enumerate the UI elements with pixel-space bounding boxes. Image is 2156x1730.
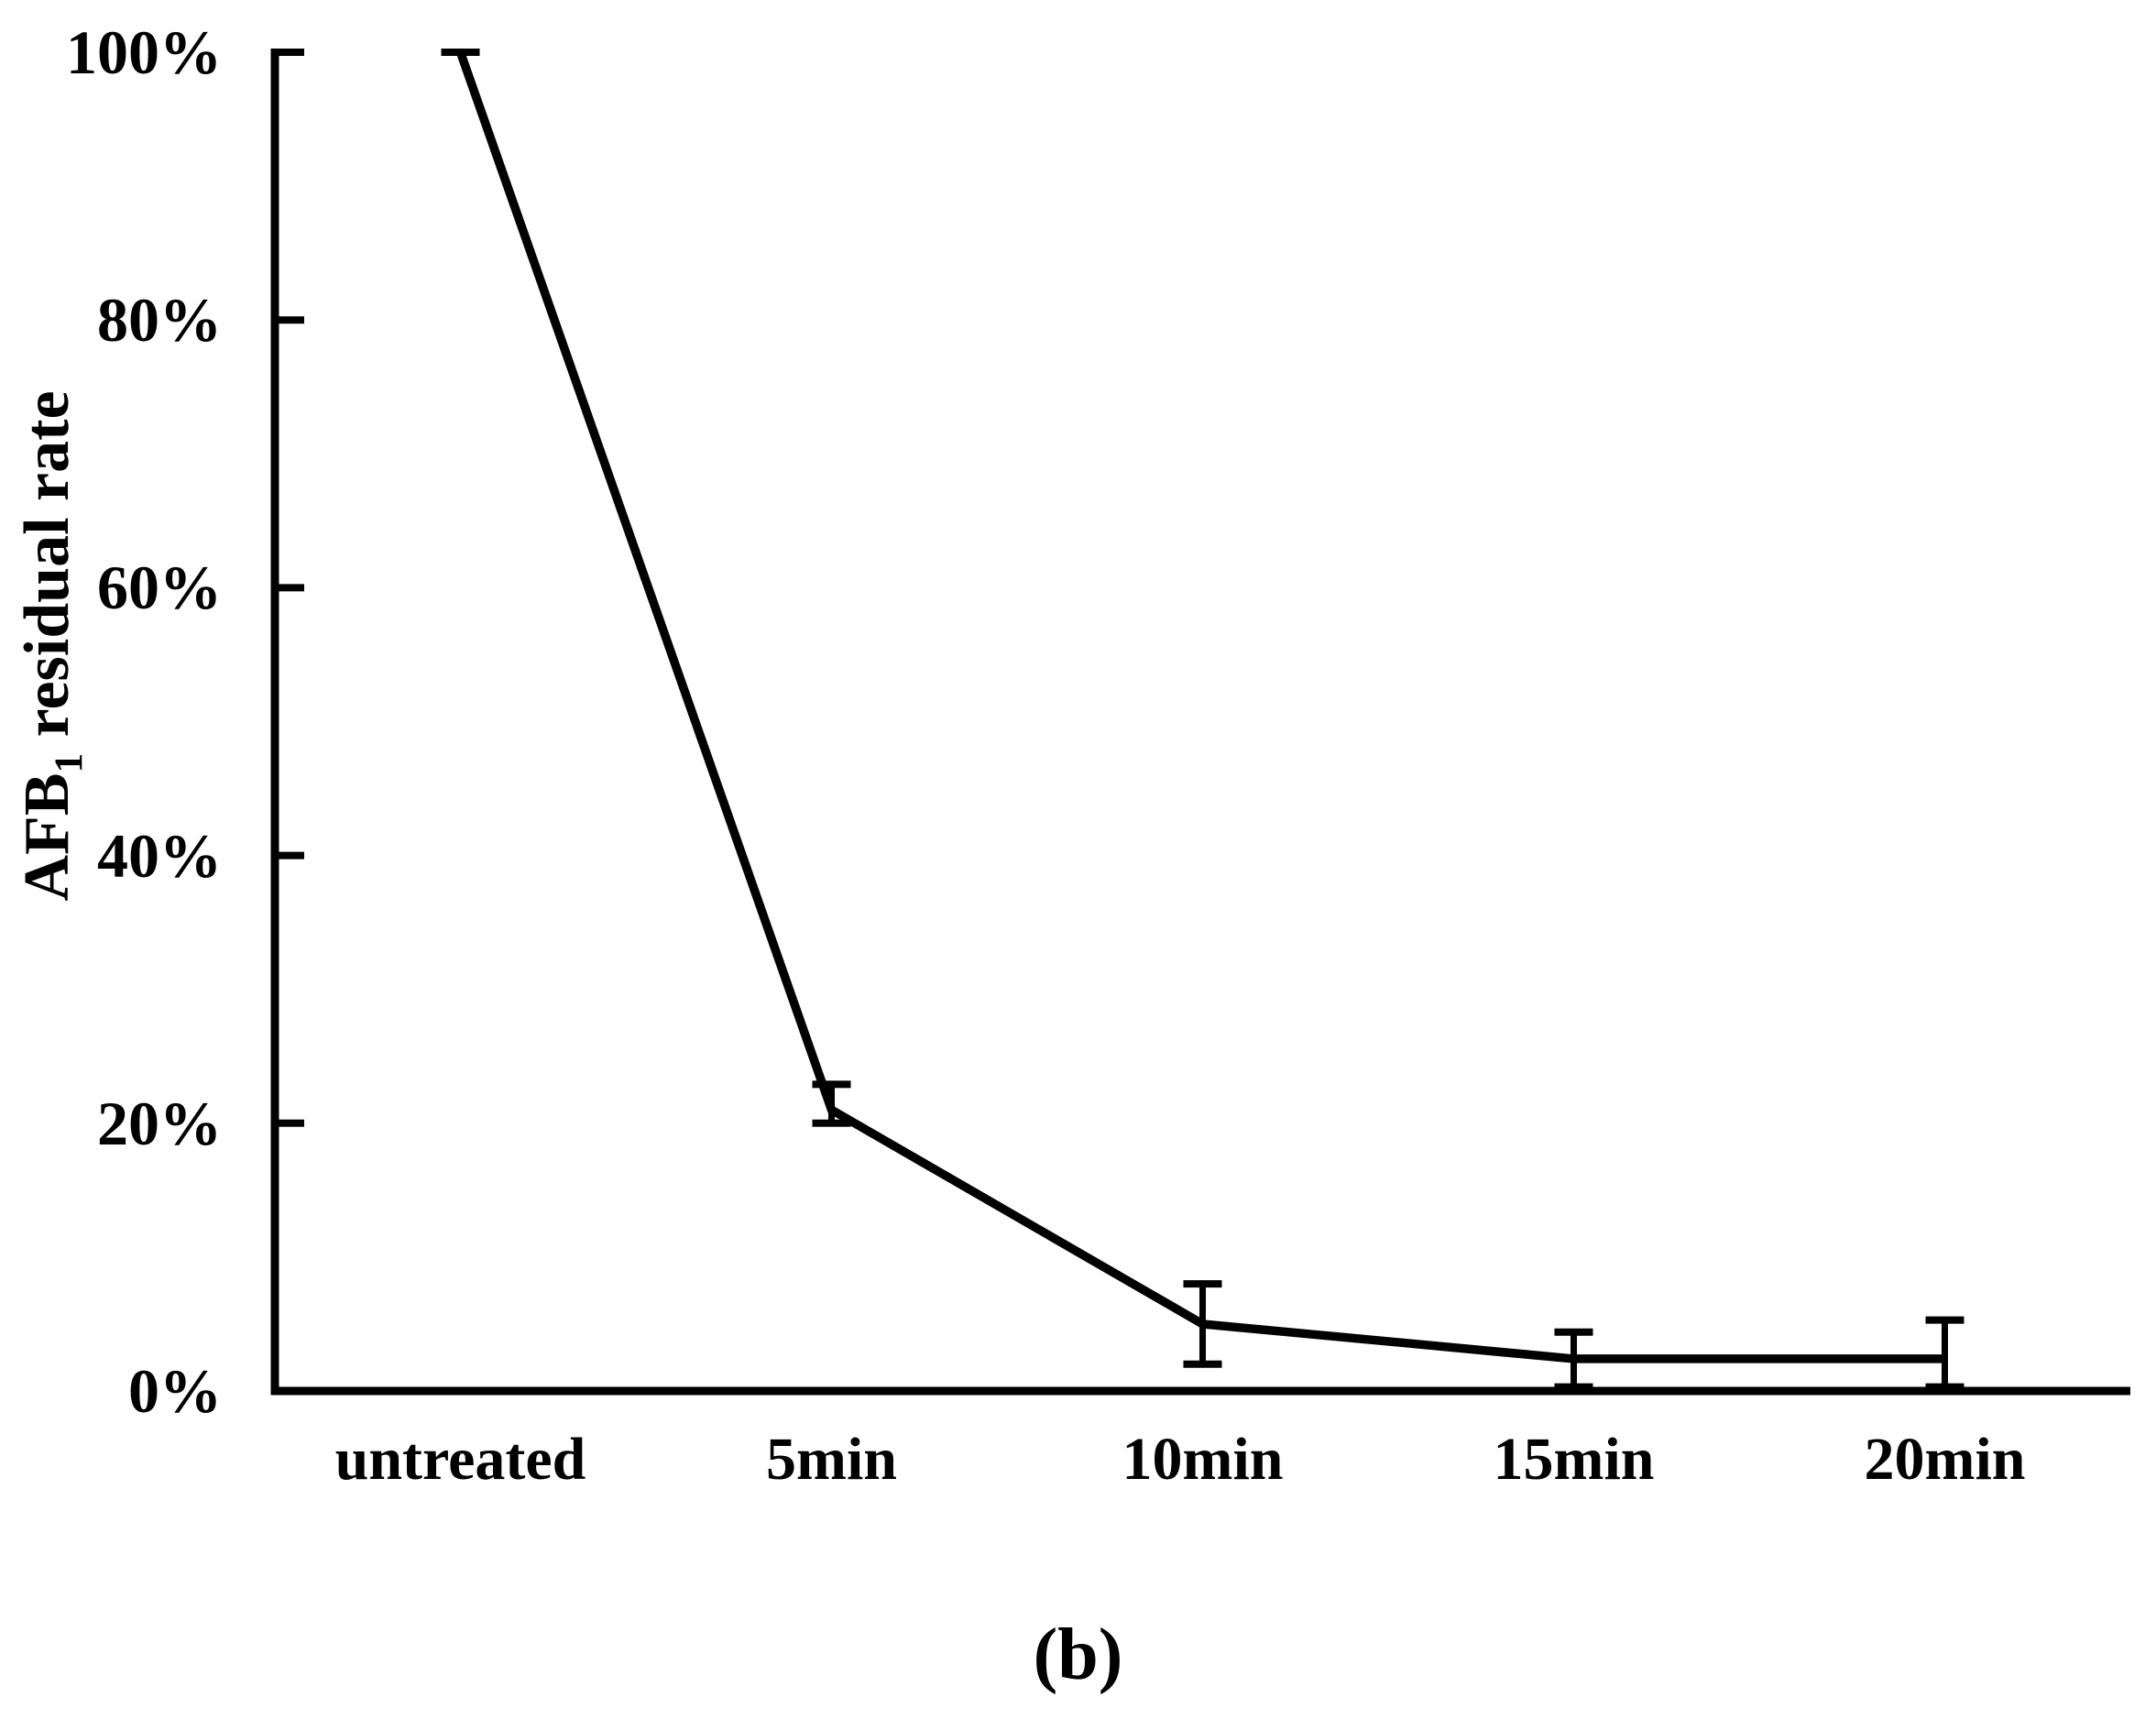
data-line — [456, 50, 1945, 1363]
figure-caption: (b) — [1033, 1615, 1123, 1695]
y-tick-label-60: 60% — [97, 553, 222, 622]
y-tick-label-80: 80% — [97, 285, 222, 355]
x-tick-label-15min: 15min — [1493, 1426, 1655, 1493]
x-tick-label-10min: 10min — [1122, 1426, 1284, 1493]
y-tick-label-40: 40% — [97, 821, 222, 891]
x-tick-label-untreated: untreated — [334, 1426, 586, 1493]
y-tick-label-100: 100% — [66, 17, 222, 87]
y-tick-label-20: 20% — [97, 1089, 222, 1158]
x-tick-label-20min: 20min — [1864, 1426, 2026, 1493]
x-tick-label-5min: 5min — [765, 1426, 898, 1493]
y-tick-label-0: 0% — [128, 1356, 222, 1426]
